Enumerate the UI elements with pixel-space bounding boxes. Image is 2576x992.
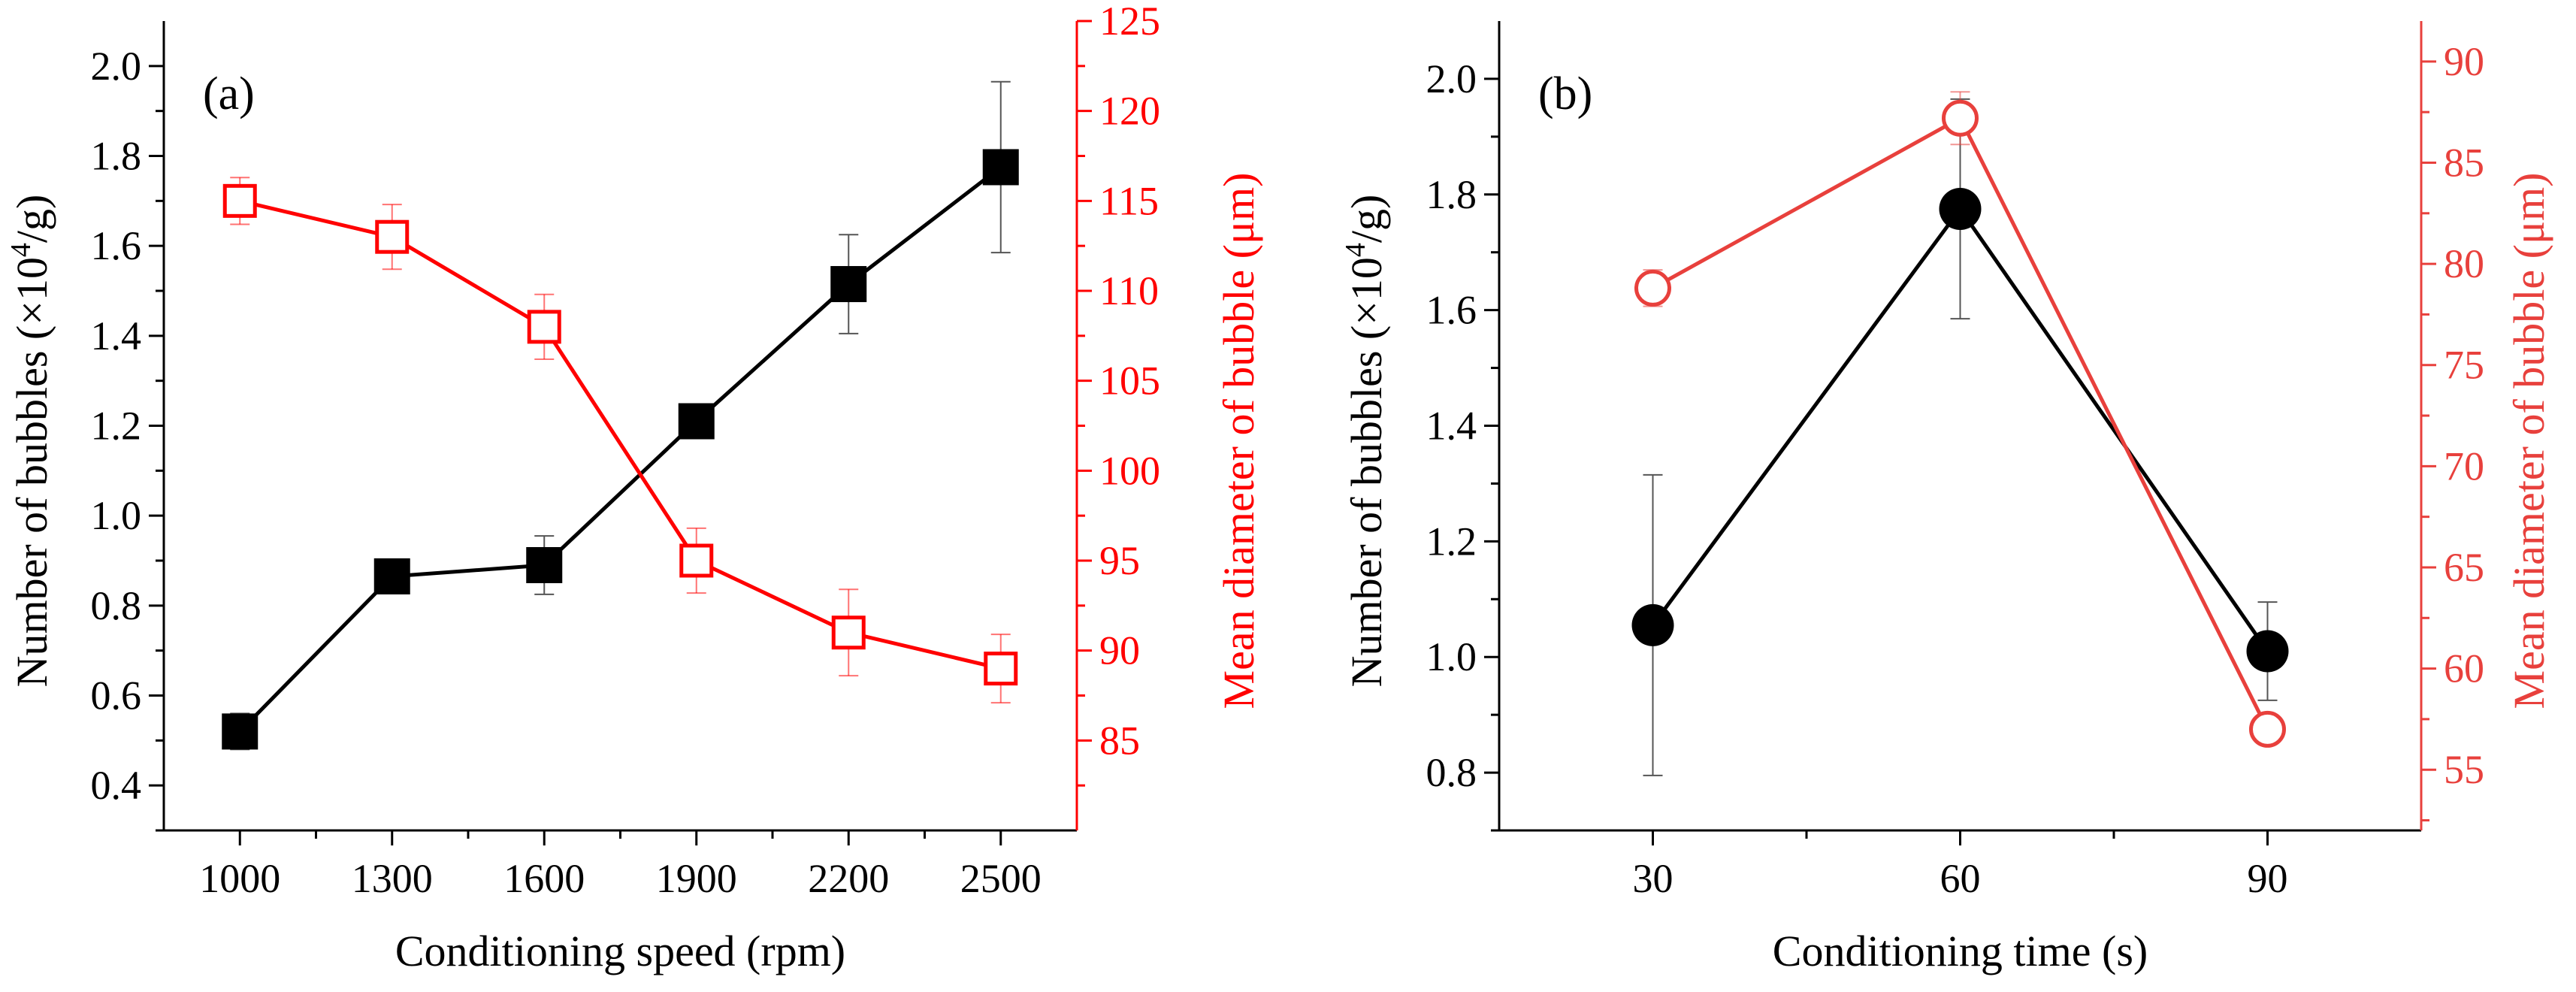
data-point-marker: [1631, 603, 1674, 646]
series-line: [239, 198, 1002, 671]
left-axis-title-exponent: 4: [1340, 243, 1371, 257]
x-tick-label: 1000: [199, 856, 280, 901]
series-line: [238, 165, 1002, 733]
left-tick-label: 1.8: [1426, 172, 1477, 217]
series-number-of-bubbles: [1631, 98, 2289, 776]
data-point-marker: [830, 266, 867, 303]
left-tick-label: 0.8: [91, 583, 142, 628]
x-axis-title: Conditioning time (s): [1773, 927, 2148, 975]
right-tick-label: 65: [2444, 545, 2484, 590]
data-point-marker: [1942, 99, 1979, 137]
right-tick-label: 105: [1099, 358, 1160, 404]
panel-label: (a): [203, 68, 255, 119]
right-tick-label: 85: [1099, 718, 1140, 763]
left-tick-label: 0.4: [91, 763, 142, 808]
data-point-marker: [1939, 188, 1982, 231]
right-tick-label: 70: [2444, 443, 2484, 488]
left-tick-label: 2.0: [91, 44, 142, 89]
x-tick-label: 2500: [960, 856, 1042, 901]
data-point-marker: [2246, 630, 2289, 673]
panel-label: (b): [1538, 68, 1592, 119]
left-tick-label: 1.8: [91, 134, 142, 179]
series-number-of-bubbles: [222, 80, 1019, 751]
data-point-marker: [831, 615, 866, 650]
data-point-marker: [679, 543, 714, 578]
data-point-marker: [1634, 269, 1671, 307]
left-tick-label: 1.4: [1426, 404, 1477, 449]
right-axis-title: Mean diameter of bubble (μm): [1214, 173, 1263, 709]
left-axis-title: Number of bubbles (×104/g): [5, 195, 56, 688]
left-axis-title-prefix: Number of bubbles (×10: [1342, 257, 1391, 687]
left-axis-title-suffix: /g): [8, 195, 56, 243]
series-mean-diameter: [222, 177, 1018, 704]
right-tick-label: 125: [1099, 0, 1160, 44]
panel-b: 0.8 1.0 1.2 1.4 1.6 1.8 2.0 55 60 65 70 75 80 85 90 30 6…: [1340, 21, 2553, 975]
data-point-marker: [2249, 710, 2286, 748]
left-tick-label: 1.6: [91, 223, 142, 268]
x-tick-label: 1600: [503, 856, 585, 901]
left-tick-label: 2.0: [1426, 56, 1477, 101]
left-axis-title: Number of bubbles (×104/g): [1340, 195, 1391, 688]
x-tick-label: 30: [1633, 856, 1673, 901]
right-tick-label: 110: [1099, 268, 1159, 313]
right-tick-label: 60: [2444, 646, 2484, 691]
right-axis-title: Mean diameter of bubble (μm): [2505, 173, 2553, 709]
left-tick-label: 0.8: [1426, 750, 1477, 795]
data-point-marker: [222, 183, 257, 218]
x-tick-label: 2200: [808, 856, 889, 901]
data-point-marker: [984, 652, 1018, 686]
x-axis-title: Conditioning speed (rpm): [395, 927, 845, 975]
x-tick-label: 60: [1940, 856, 1981, 901]
panel-a: 0.4 0.6 0.8 1.0 1.2 1.4 1.6 1.8 2.0 85 90 95 100 105 1…: [5, 0, 1263, 975]
left-tick-label: 1.0: [1426, 634, 1477, 679]
series-mean-diameter: [1634, 91, 2286, 748]
left-tick-label: 1.4: [91, 313, 142, 358]
data-point-marker: [373, 558, 410, 594]
data-point-marker: [222, 713, 259, 750]
right-tick-label: 55: [2444, 747, 2484, 792]
left-tick-label: 1.0: [91, 493, 142, 538]
right-tick-label: 90: [2444, 39, 2484, 84]
data-point-marker: [527, 310, 561, 344]
right-tick-label: 75: [2444, 343, 2484, 388]
data-point-marker: [375, 219, 410, 254]
x-tick-label: 1900: [656, 856, 737, 901]
right-tick-label: 100: [1099, 448, 1160, 493]
right-tick-label: 120: [1099, 89, 1160, 134]
left-tick-label: 1.2: [91, 404, 142, 449]
x-tick-label: 1300: [352, 856, 433, 901]
left-axis-title-prefix: Number of bubbles (×10: [8, 257, 56, 687]
left-tick-label: 1.6: [1426, 288, 1477, 333]
right-tick-label: 115: [1099, 178, 1159, 223]
left-tick-label: 1.2: [1426, 519, 1477, 564]
left-axis-title-exponent: 4: [5, 243, 37, 257]
x-tick-label: 90: [2248, 856, 2288, 901]
right-tick-label: 95: [1099, 538, 1140, 583]
right-tick-label: 80: [2444, 241, 2484, 286]
data-point-marker: [526, 546, 563, 583]
right-tick-label: 85: [2444, 140, 2484, 185]
data-point-marker: [982, 149, 1019, 186]
data-point-marker: [678, 403, 715, 440]
left-tick-label: 0.6: [91, 673, 142, 718]
left-axis-title-suffix: /g): [1342, 195, 1391, 243]
right-tick-label: 90: [1099, 628, 1140, 673]
